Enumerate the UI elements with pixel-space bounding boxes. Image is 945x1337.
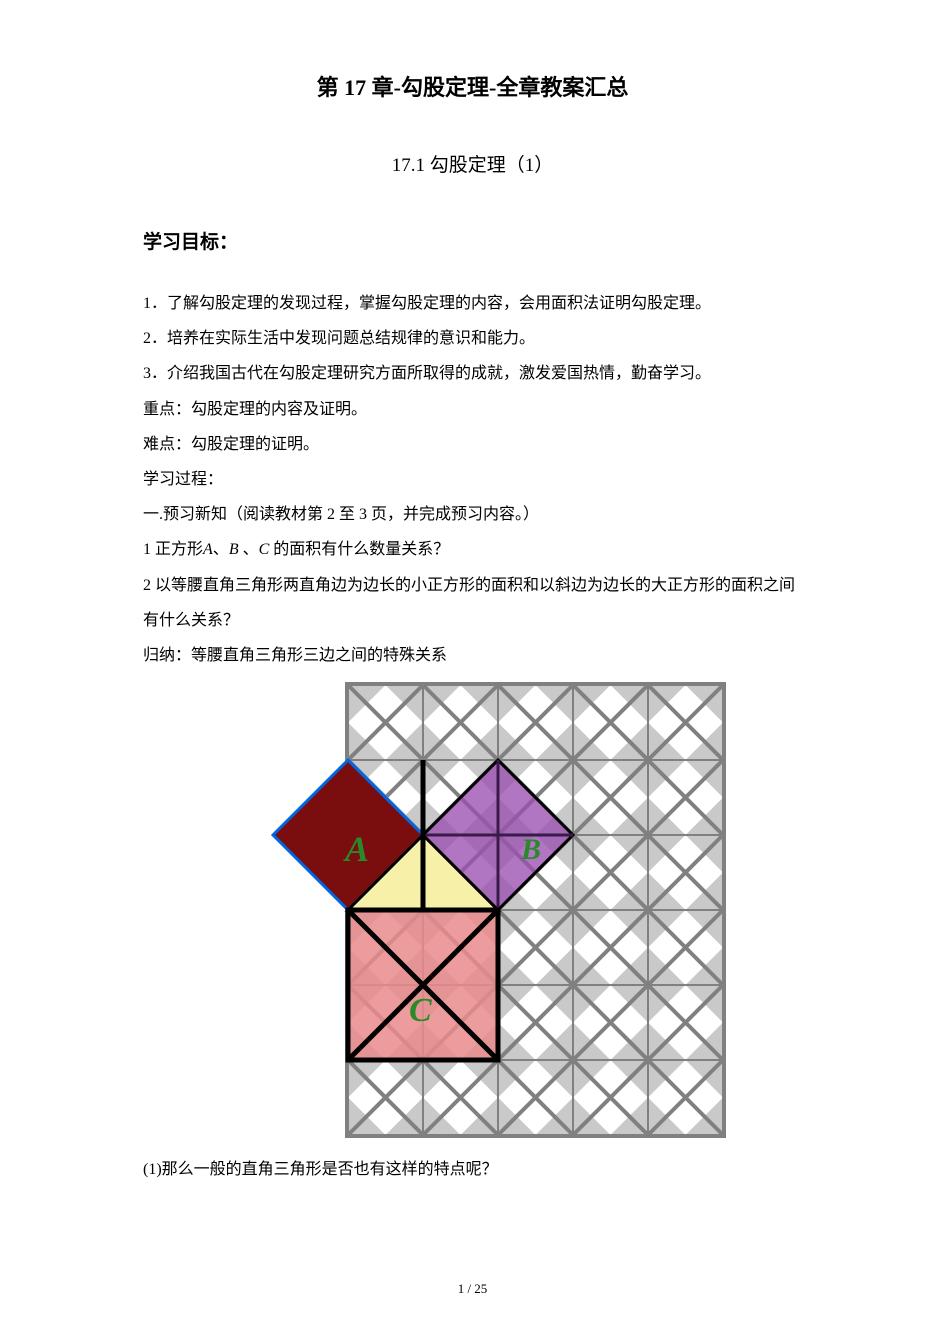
q1-sep2: 、 [239,541,259,558]
key-point: 重点：勾股定理的内容及证明。 [143,392,802,427]
q1-c: C [259,541,270,558]
chapter-title: 第 17 章-勾股定理-全章教案汇总 [143,70,802,102]
page-number: 1 / 25 [0,1281,945,1297]
preview-heading: 一.预习新知（阅读教材第 2 至 3 页，并完成预习内容。） [143,497,802,532]
objective-1: 1．了解勾股定理的发现过程，掌握勾股定理的内容，会用面积法证明勾股定理。 [143,286,802,321]
q1-sep1: 、 [213,541,229,558]
q1-a: A [203,541,213,558]
figure-container: A B C [233,681,802,1146]
svg-text:C: C [409,992,432,1029]
process-heading: 学习过程： [143,462,802,497]
section-title: 17.1 勾股定理（1） [143,150,802,177]
q1-b: B [229,541,239,558]
summary-line: 归纳：等腰直角三角形三边之间的特殊关系 [143,638,802,673]
difficult-point: 难点：勾股定理的证明。 [143,427,802,462]
svg-text:A: A [343,829,369,869]
content-area: 第 17 章-勾股定理-全章教案汇总 17.1 勾股定理（1） 学习目标： 1．… [143,70,802,1187]
objectives-heading: 学习目标： [143,227,802,254]
document-page: 第 17 章-勾股定理-全章教案汇总 17.1 勾股定理（1） 学习目标： 1．… [0,0,945,1337]
pythagoras-diagram: A B C [233,681,753,1141]
question-1: 1 正方形A、B 、C 的面积有什么数量关系？ [143,532,802,567]
objective-3: 3．介绍我国古代在勾股定理研究方面所取得的成就，激发爱国热情，勤奋学习。 [143,356,802,391]
question-2: 2 以等腰直角三角形两直角边为边长的小正方形的面积和以斜边为边长的大正方形的面积… [143,568,802,638]
q1-prefix: 1 正方形 [143,541,203,558]
svg-text:B: B [520,833,541,866]
q1-suffix: 的面积有什么数量关系？ [269,541,449,558]
objective-2: 2．培养在实际生活中发现问题总结规律的意识和能力。 [143,321,802,356]
follow-up-question: (1)那么一般的直角三角形是否也有这样的特点呢？ [143,1152,802,1187]
